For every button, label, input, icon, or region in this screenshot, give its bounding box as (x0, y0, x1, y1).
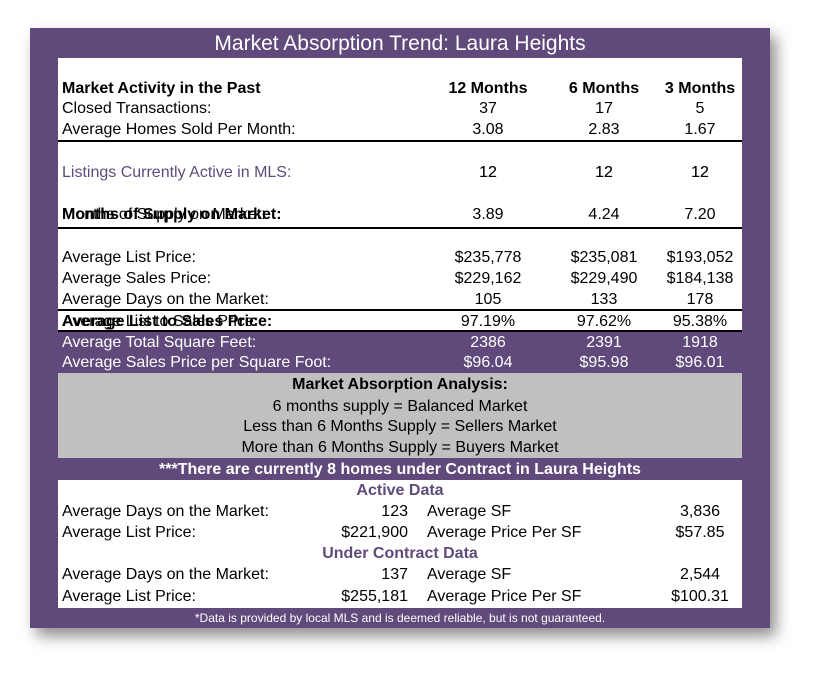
purple-band (58, 331, 742, 373)
value: 12 (595, 164, 613, 181)
label: Average Price Per SF (427, 588, 582, 605)
value: 1918 (682, 334, 718, 351)
label: Average List to Sales Price: (62, 313, 259, 330)
label: Average List Price: (62, 588, 196, 605)
section-title: Active Data (356, 482, 444, 499)
value: 12 (479, 164, 497, 181)
value: 5 (695, 100, 705, 117)
value: 105 (474, 291, 502, 308)
value: $96.01 (675, 354, 725, 371)
value: 12 (691, 164, 709, 181)
value: $235,081 (570, 249, 638, 266)
value: 2.83 (588, 121, 620, 138)
label: Closed Transactions: (62, 100, 212, 117)
value: 95.38% (672, 313, 728, 330)
value: 133 (590, 291, 618, 308)
label: Months of Supply on Market: (62, 206, 266, 223)
value: 3 Months (664, 80, 736, 97)
value: 123 (381, 503, 408, 520)
label: Average Price Per SF (427, 524, 582, 541)
value: $221,900 (341, 524, 408, 541)
section-title: Under Contract Data (322, 545, 478, 562)
value: 2,544 (679, 566, 721, 583)
analysis-line: 6 months supply = Balanced Market (272, 398, 528, 415)
label: Average SF (427, 566, 512, 583)
value: 37 (479, 100, 497, 117)
label: Average List Price: (62, 524, 196, 541)
value: 12 (595, 164, 613, 181)
value: 3.08 (472, 121, 504, 138)
value: 137 (381, 566, 408, 583)
label: Average SF (427, 503, 512, 520)
value: $235,778 (454, 249, 522, 266)
analysis-line: More than 6 Months Supply = Buyers Marke… (241, 439, 559, 456)
divider (58, 309, 742, 311)
analysis-panel (58, 373, 742, 458)
label: Market Activity in the Past (62, 80, 261, 97)
note: ***There are currently 8 homes under Con… (159, 461, 641, 478)
analysis-line: Less than 6 Months Supply = Sellers Mark… (243, 418, 557, 435)
label: Average Days on the Market: (62, 291, 269, 308)
value: 12 Months (448, 80, 528, 97)
value: 4.24 (588, 206, 620, 223)
value: $229,162 (454, 270, 522, 287)
label: Listings Currently Active in MLS: (62, 164, 292, 181)
white-panel (58, 480, 742, 608)
value: $193,052 (666, 249, 734, 266)
value: $184,138 (666, 270, 734, 287)
label: Average Sales Price per Square Foot: (62, 354, 332, 371)
analysis-title: Market Absorption Analysis: (292, 376, 508, 393)
value: 1.67 (684, 121, 716, 138)
value: 2391 (586, 334, 622, 351)
value: 2386 (470, 334, 506, 351)
value: $229,490 (570, 270, 638, 287)
value: $255,181 (341, 588, 408, 605)
white-panel (58, 58, 742, 331)
value: $96.04 (463, 354, 513, 371)
value: 97.62% (576, 313, 632, 330)
divider (58, 330, 742, 332)
divider (58, 140, 742, 142)
value: 97.19% (460, 313, 516, 330)
label: Average Days on the Market: (62, 566, 269, 583)
value: 6 Months (568, 80, 640, 97)
label: Average List to Sales Price: (62, 313, 273, 330)
label: Average Homes Sold Per Month: (62, 121, 296, 138)
value: $57.85 (675, 524, 725, 541)
label: Average Total Square Feet: (62, 334, 257, 351)
label: Average List Price: (62, 249, 196, 266)
value: $100.31 (671, 588, 729, 605)
value: 17 (595, 100, 613, 117)
title: Market Absorption Trend: Laura Heights (214, 32, 586, 55)
value: $95.98 (579, 354, 629, 371)
label: Average Days on the Market: (62, 503, 269, 520)
value: 12 (691, 164, 709, 181)
divider (58, 227, 742, 229)
value: 3.89 (472, 206, 504, 223)
label: Months of Supply on Market: (62, 206, 282, 223)
value: 12 (479, 164, 497, 181)
value: 178 (686, 291, 714, 308)
value: 3,836 (679, 503, 721, 520)
value: 7.20 (684, 206, 716, 223)
footnote: *Data is provided by local MLS and is de… (194, 611, 606, 625)
label: Average Sales Price: (62, 270, 212, 287)
